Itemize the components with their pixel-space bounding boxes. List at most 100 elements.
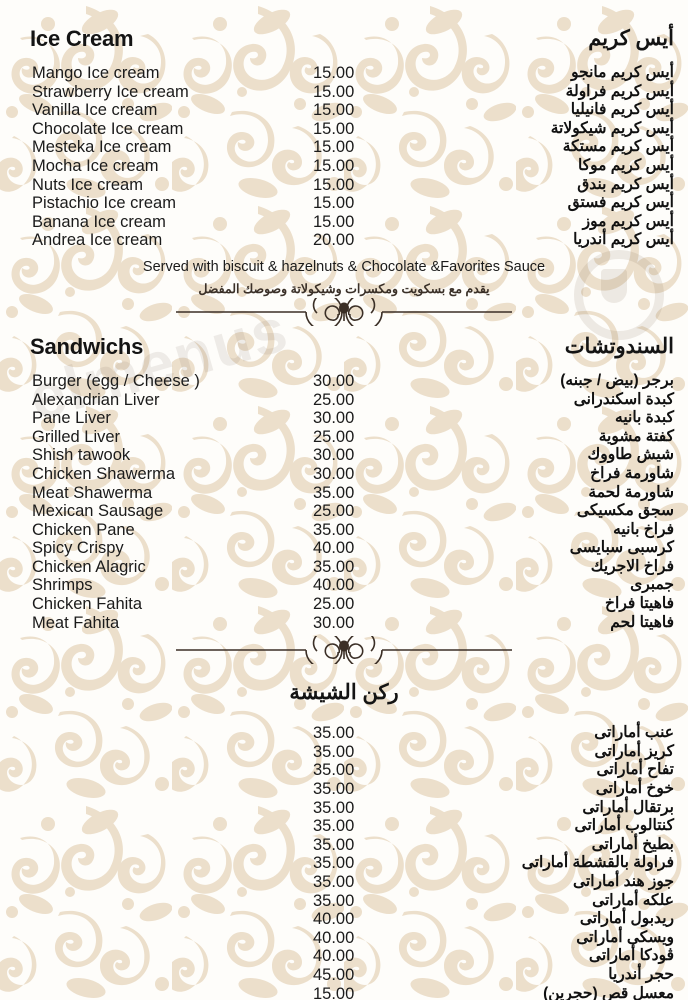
section-header-sandwichs: Sandwichs السندوتشات xyxy=(0,334,688,368)
item-price: 35.00 xyxy=(313,854,355,873)
item-name-en: Alexandrian Liver xyxy=(32,390,160,409)
menu-item-row[interactable]: 40.00 ويسكى أماراتى xyxy=(0,929,688,948)
item-price: 15.00 xyxy=(313,82,355,101)
menu-item-row[interactable]: Burger (egg / Cheese ) 30.00 برجر (بيض /… xyxy=(0,372,688,391)
menu-item-row[interactable]: Pistachio Ice cream 15.00 أيس كريم فستق xyxy=(0,194,688,213)
item-name-en: Spicy Crispy xyxy=(32,539,124,558)
menu-item-row[interactable]: 35.00 كنتالوب أماراتى xyxy=(0,817,688,836)
item-price: 30.00 xyxy=(313,464,355,483)
menu-item-row[interactable]: Vanilla Ice cream 15.00 أيس كريم فانيليا xyxy=(0,101,688,120)
item-price: 35.00 xyxy=(313,761,355,780)
menu-item-row[interactable]: 35.00 برتقال أماراتى xyxy=(0,799,688,818)
section-shisha: ركن الشيشة 35.00 عنب أماراتى 35.00 كريز … xyxy=(0,666,688,1000)
menu-item-row[interactable]: 40.00 ريدبول أماراتى xyxy=(0,910,688,929)
menu-item-row[interactable]: 35.00 خوخ أماراتى xyxy=(0,780,688,799)
item-name-ar: بطيخ أماراتى xyxy=(591,835,674,853)
item-price: 35.00 xyxy=(313,873,355,891)
item-price: 15.00 xyxy=(313,175,355,194)
menu-item-row[interactable]: Andrea Ice cream 20.00 أيس كريم أندريا xyxy=(0,231,688,250)
item-price: 15.00 xyxy=(313,101,355,120)
item-name-ar: علكه أماراتى xyxy=(592,891,674,909)
item-price: 25.00 xyxy=(313,595,355,614)
menu-item-row[interactable]: Mango Ice cream 15.00 أيس كريم مانجو xyxy=(0,64,688,83)
item-name-en: Andrea Ice cream xyxy=(32,231,163,250)
item-list-sandwichs: Burger (egg / Cheese ) 30.00 برجر (بيض /… xyxy=(0,372,688,632)
item-name-ar: أيس كريم فانيليا xyxy=(570,101,674,119)
ornamental-swirl-divider-icon xyxy=(176,636,512,665)
menu-item-row[interactable]: 35.00 فراولة بالقشطة أماراتى xyxy=(0,854,688,873)
menu-item-row[interactable]: 35.00 جوز هند أماراتى xyxy=(0,873,688,892)
menu-item-row[interactable]: 15.00 معسل قص (حجرين) xyxy=(0,985,688,1000)
item-price: 25.00 xyxy=(313,427,355,446)
item-price: 25.00 xyxy=(313,502,355,521)
menu-item-row[interactable]: 40.00 ڤودكا أماراتى xyxy=(0,947,688,966)
item-name-ar: خوخ أماراتى xyxy=(595,780,674,798)
item-price: 35.00 xyxy=(313,742,355,761)
item-name-ar: أيس كريم مانجو xyxy=(571,64,674,81)
item-name-ar: كبدة اسكندرانى xyxy=(573,390,674,408)
menu-item-row[interactable]: Chicken Pane 35.00 فراخ بانيه xyxy=(0,521,688,540)
item-name-ar: أيس كريم أندريا xyxy=(573,231,674,249)
menu-item-row[interactable]: Meat Shawerma 35.00 شاورمة لحمة xyxy=(0,484,688,503)
item-name-ar: معسل قص (حجرين) xyxy=(543,984,674,1000)
menu-item-row[interactable]: 35.00 عنب أماراتى xyxy=(0,724,688,743)
menu-item-row[interactable]: Pane Liver 30.00 كبدة بانيه xyxy=(0,409,688,428)
item-name-en: Mocha Ice cream xyxy=(32,156,159,175)
section-title-en: Ice Cream xyxy=(30,26,134,51)
ornamental-swirl-divider-icon xyxy=(176,297,512,326)
menu-item-row[interactable]: Chicken Shawerma 30.00 شاورمة فراخ xyxy=(0,465,688,484)
item-name-en: Mesteka Ice cream xyxy=(32,138,172,157)
menu-item-row[interactable]: Mocha Ice cream 15.00 أيس كريم موكا xyxy=(0,157,688,176)
menu-item-row[interactable]: Mexican Sausage 25.00 سجق مكسيكى xyxy=(0,502,688,521)
menu-item-row[interactable]: 35.00 علكه أماراتى xyxy=(0,892,688,911)
item-price: 40.00 xyxy=(313,539,355,558)
menu-item-row[interactable]: Chicken Alagric 35.00 فراخ الاجريك xyxy=(0,558,688,577)
menu-item-row[interactable]: Meat Fahita 30.00 فاهيتا لحم xyxy=(0,614,688,633)
item-name-en: Strawberry Ice cream xyxy=(32,82,189,101)
item-name-en: Chicken Fahita xyxy=(32,595,143,614)
item-name-en: Vanilla Ice cream xyxy=(32,101,158,120)
menu-item-row[interactable]: 35.00 بطيخ أماراتى xyxy=(0,836,688,855)
item-price: 30.00 xyxy=(313,613,355,632)
menu-item-row[interactable]: 35.00 تفاح أماراتى xyxy=(0,761,688,780)
item-name-ar: حجر أندريا xyxy=(608,965,674,983)
ornament-divider xyxy=(0,297,688,328)
item-name-ar: فاهيتا فراخ xyxy=(605,595,674,613)
item-name-ar: كرسبى سبايسى xyxy=(569,539,674,557)
item-name-ar: برتقال أماراتى xyxy=(582,798,674,816)
menu-item-row[interactable]: Nuts Ice cream 15.00 أيس كريم بندق xyxy=(0,176,688,195)
item-price: 30.00 xyxy=(313,446,355,465)
menu-item-row[interactable]: Shish tawook 30.00 شيش طاووك xyxy=(0,446,688,465)
menu-item-row[interactable]: Grilled Liver 25.00 كفتة مشوية xyxy=(0,428,688,447)
menu-item-row[interactable]: Alexandrian Liver 25.00 كبدة اسكندرانى xyxy=(0,391,688,410)
menu-item-row[interactable]: Spicy Crispy 40.00 كرسبى سبايسى xyxy=(0,539,688,558)
section-title-ar: ركن الشيشة xyxy=(289,681,399,705)
menu-item-row[interactable]: Banana Ice cream 15.00 أيس كريم موز xyxy=(0,213,688,232)
item-name-en: Banana Ice cream xyxy=(32,212,166,231)
item-name-ar: تفاح أماراتى xyxy=(596,761,674,779)
item-price: 35.00 xyxy=(313,798,355,817)
menu-item-row[interactable]: 45.00 حجر أندريا xyxy=(0,966,688,985)
menu-item-row[interactable]: Chocolate Ice cream 15.00 أيس كريم شيكول… xyxy=(0,120,688,139)
item-name-ar: فاهيتا لحم xyxy=(610,613,674,631)
item-name-ar: أيس كريم موكا xyxy=(578,156,674,174)
item-name-ar: كريز أماراتى xyxy=(594,742,674,760)
section-title-ar: أيس كريم xyxy=(588,27,674,50)
item-name-en: Chicken Shawerma xyxy=(32,464,176,483)
item-price: 15.00 xyxy=(313,138,355,157)
item-name-ar: سجق مكسيكى xyxy=(576,502,674,520)
item-name-en: Grilled Liver xyxy=(32,427,121,446)
menu-item-row[interactable]: 35.00 كريز أماراتى xyxy=(0,743,688,762)
menu-item-row[interactable]: Strawberry Ice cream 15.00 أيس كريم فراو… xyxy=(0,83,688,102)
item-name-ar: فراخ الاجريك xyxy=(590,557,674,575)
item-price: 30.00 xyxy=(313,409,355,428)
item-price: 25.00 xyxy=(313,390,355,409)
item-price: 15.00 xyxy=(313,64,355,82)
item-name-ar: أيس كريم شيكولاتة xyxy=(550,119,674,137)
menu-item-row[interactable]: Shrimps 40.00 جمبرى xyxy=(0,576,688,595)
item-price: 15.00 xyxy=(313,984,355,1000)
menu-item-row[interactable]: Mesteka Ice cream 15.00 أيس كريم مستكة xyxy=(0,138,688,157)
menu-item-row[interactable]: Chicken Fahita 25.00 فاهيتا فراخ xyxy=(0,595,688,614)
item-name-en: Meat Fahita xyxy=(32,613,120,632)
